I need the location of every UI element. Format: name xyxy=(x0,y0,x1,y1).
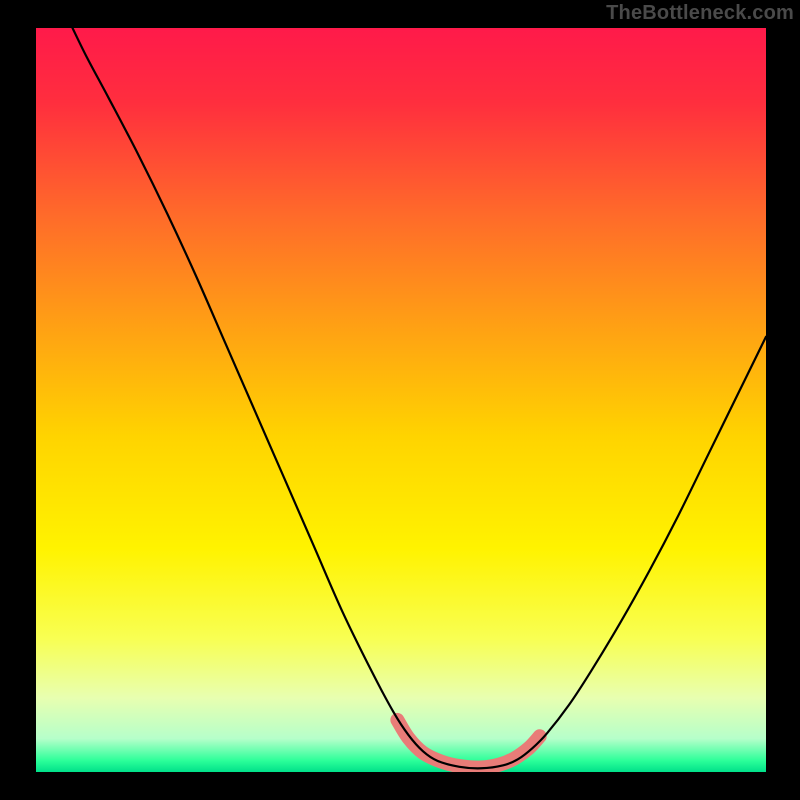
watermark-text: TheBottleneck.com xyxy=(606,2,794,25)
bottleneck-chart xyxy=(36,28,766,772)
chart-container xyxy=(36,28,766,772)
chart-background xyxy=(36,28,766,772)
stage: TheBottleneck.com xyxy=(0,0,800,800)
